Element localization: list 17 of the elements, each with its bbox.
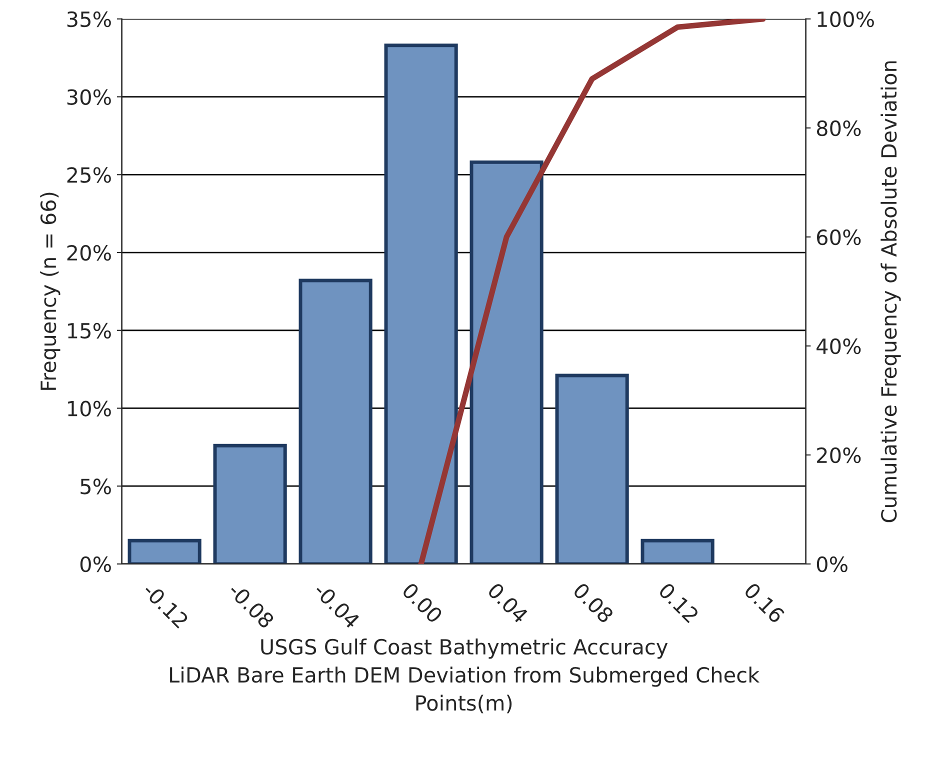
y-tick-label: 25%: [67, 167, 111, 183]
y2-tick-label: 100%: [818, 11, 874, 28]
x-axis-title: USGS Gulf Coast Bathymetric Accuracy LiDAR Bare Earth DEM Deviation from Submerged Check Points(m): [170, 638, 760, 714]
y2-tick-label: 80%: [816, 120, 861, 136]
y-tick-label: 20%: [67, 244, 111, 261]
y-tick-label: 5%: [80, 478, 111, 494]
y-tick-label: 10%: [68, 400, 111, 416]
y-tick-label: 30%: [67, 89, 111, 105]
y2-tick-label: 0%: [816, 556, 848, 572]
y-tick-label: 35%: [67, 11, 111, 28]
y2-tick-label: 40%: [816, 338, 861, 354]
y-axis-title: Frequency (n = 66): [40, 192, 60, 390]
y-tick-label: 0%: [80, 556, 111, 572]
y2-tick-label: 60%: [816, 229, 861, 246]
y2-axis-title: Cumulative Frequency of Absolute Deviation: [880, 61, 901, 522]
y-tick-label: 15%: [68, 322, 111, 339]
y2-tick-label: 20%: [817, 447, 861, 464]
